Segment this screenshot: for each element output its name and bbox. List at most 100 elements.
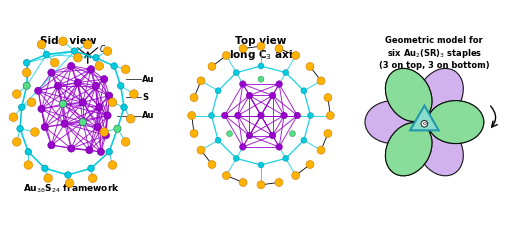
Circle shape xyxy=(54,82,62,89)
Circle shape xyxy=(103,47,112,55)
Circle shape xyxy=(190,130,198,137)
Circle shape xyxy=(44,174,52,182)
Circle shape xyxy=(60,100,67,108)
Circle shape xyxy=(324,130,332,137)
Circle shape xyxy=(108,161,117,169)
Circle shape xyxy=(324,94,332,101)
Ellipse shape xyxy=(417,68,464,122)
Circle shape xyxy=(269,92,276,99)
Circle shape xyxy=(222,172,230,179)
Circle shape xyxy=(94,123,101,131)
Circle shape xyxy=(208,112,215,119)
Circle shape xyxy=(93,55,99,61)
Text: S: S xyxy=(142,93,148,102)
Circle shape xyxy=(122,65,130,74)
Circle shape xyxy=(51,58,59,67)
Circle shape xyxy=(188,112,196,119)
Circle shape xyxy=(43,51,50,58)
Circle shape xyxy=(240,144,246,150)
Circle shape xyxy=(290,131,295,137)
Text: Au$_{38}$S$_{24}$ framework: Au$_{38}$S$_{24}$ framework xyxy=(23,182,120,195)
Circle shape xyxy=(92,82,100,89)
Circle shape xyxy=(117,82,124,89)
Ellipse shape xyxy=(428,101,484,143)
Circle shape xyxy=(239,45,247,52)
Circle shape xyxy=(74,79,81,86)
Circle shape xyxy=(42,165,48,172)
Ellipse shape xyxy=(385,123,432,176)
Circle shape xyxy=(317,77,325,85)
Circle shape xyxy=(104,112,111,119)
Circle shape xyxy=(227,131,232,137)
Circle shape xyxy=(96,104,103,111)
Circle shape xyxy=(34,87,42,94)
Text: Side view: Side view xyxy=(40,36,96,46)
Circle shape xyxy=(190,94,198,101)
Circle shape xyxy=(257,181,265,189)
Circle shape xyxy=(317,146,325,154)
Circle shape xyxy=(292,172,300,179)
Circle shape xyxy=(269,132,276,139)
Circle shape xyxy=(240,81,246,87)
Circle shape xyxy=(58,37,67,46)
Circle shape xyxy=(233,155,239,161)
Circle shape xyxy=(114,125,121,132)
Circle shape xyxy=(276,81,282,87)
Circle shape xyxy=(48,142,55,149)
Circle shape xyxy=(27,98,36,106)
Circle shape xyxy=(121,104,127,111)
Circle shape xyxy=(61,120,68,127)
Circle shape xyxy=(246,92,253,99)
Circle shape xyxy=(258,112,264,119)
Circle shape xyxy=(18,104,25,111)
Ellipse shape xyxy=(385,123,432,176)
Circle shape xyxy=(283,155,289,161)
Circle shape xyxy=(258,76,264,82)
Text: Au: Au xyxy=(142,75,155,84)
Circle shape xyxy=(122,138,130,146)
Circle shape xyxy=(67,62,75,70)
Circle shape xyxy=(283,70,289,76)
Circle shape xyxy=(97,148,104,155)
Circle shape xyxy=(126,115,135,123)
Circle shape xyxy=(9,113,18,122)
Circle shape xyxy=(23,82,30,89)
Circle shape xyxy=(86,146,93,154)
Circle shape xyxy=(23,82,30,89)
Text: Au: Au xyxy=(142,111,155,120)
Circle shape xyxy=(246,132,253,139)
Circle shape xyxy=(294,112,301,119)
Circle shape xyxy=(105,92,113,99)
Circle shape xyxy=(215,137,221,143)
Circle shape xyxy=(23,59,30,66)
Circle shape xyxy=(281,112,288,119)
Ellipse shape xyxy=(417,123,464,176)
Circle shape xyxy=(108,98,117,106)
Circle shape xyxy=(258,162,264,168)
Ellipse shape xyxy=(428,101,484,143)
Circle shape xyxy=(65,179,74,187)
Circle shape xyxy=(275,179,283,186)
Circle shape xyxy=(65,172,71,178)
Text: Top view
along C$_3$ axis: Top view along C$_3$ axis xyxy=(222,36,300,62)
Circle shape xyxy=(114,125,121,132)
Text: o: o xyxy=(422,121,426,126)
Circle shape xyxy=(197,146,205,154)
Circle shape xyxy=(197,77,205,85)
Circle shape xyxy=(102,132,110,139)
Circle shape xyxy=(100,128,109,136)
Circle shape xyxy=(276,144,282,150)
Circle shape xyxy=(208,161,216,168)
Circle shape xyxy=(22,68,31,77)
Circle shape xyxy=(233,70,239,76)
Text: Geometric model for
six Au$_2$(SR)$_3$ staples
(3 on top, 3 on bottom): Geometric model for six Au$_2$(SR)$_3$ s… xyxy=(379,36,490,70)
Circle shape xyxy=(79,119,87,126)
Circle shape xyxy=(307,112,314,119)
Circle shape xyxy=(275,45,283,52)
Circle shape xyxy=(234,112,241,119)
Circle shape xyxy=(257,42,265,50)
Circle shape xyxy=(301,137,307,143)
Circle shape xyxy=(71,48,78,55)
Circle shape xyxy=(258,63,264,69)
Circle shape xyxy=(79,119,87,126)
